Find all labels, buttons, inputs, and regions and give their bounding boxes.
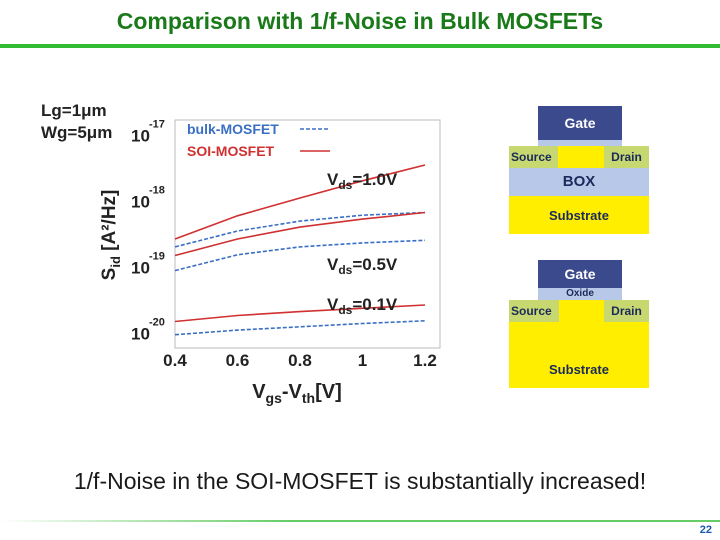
- x-axis-ticks: 0.4 0.6 0.8 1 1.2: [163, 351, 437, 370]
- bulk-line-vds-0-1: [174, 320, 426, 336]
- soi-line-vds-1-0: [174, 164, 426, 240]
- annotation-vds-3: Vds=0.1V: [327, 295, 398, 317]
- soi-gate: Gate: [538, 106, 622, 140]
- y-axis-label: Sid [A²/Hz]: [99, 190, 123, 281]
- soi-line-vds-0-5: [174, 211, 426, 257]
- bulk-line-vds-0-5: [174, 239, 426, 272]
- noise-chart: Lg=1μm Wg=5μm bulk-MOSFET SOI-MOSFET Vds=…: [41, 101, 441, 406]
- y-tick-exp-neg17: -17: [149, 118, 165, 130]
- soi-channel: [558, 146, 604, 168]
- y-tick-exp-neg19: -19: [149, 250, 165, 262]
- y-tick-neg20: 10: [131, 324, 150, 343]
- x-tick-0-8: 0.8: [288, 351, 312, 370]
- soi-substrate: Substrate: [509, 196, 649, 234]
- bulk-gate: Gate: [538, 260, 622, 288]
- bulk-drain: Drain: [604, 300, 649, 322]
- soi-gate-oxide: [538, 140, 622, 146]
- bulk-line-vds-1-0: [174, 211, 426, 248]
- plot-frame: [174, 119, 441, 349]
- title-rule: [0, 44, 720, 48]
- legend: bulk-MOSFET SOI-MOSFET: [187, 121, 330, 159]
- y-tick-exp-neg20: -20: [149, 316, 165, 328]
- x-tick-1: 1: [358, 351, 367, 370]
- soi-box-layer: BOX: [509, 168, 649, 196]
- annotation-vds-2: Vds=0.5V: [327, 255, 398, 277]
- y-tick-neg17: 10: [131, 126, 150, 145]
- param-lg: Lg=1μm: [41, 101, 107, 120]
- footer-rule: [0, 520, 720, 522]
- bulk-source: Source: [509, 300, 559, 322]
- plot-lines: [174, 164, 426, 336]
- bulk-oxide: Oxide: [538, 288, 622, 300]
- y-tick-neg19: 10: [131, 258, 150, 277]
- page-number: 22: [699, 524, 712, 536]
- x-axis-label: Vgs-Vth[V]: [252, 381, 342, 406]
- annotations: Vds=1.0V Vds=0.5V Vds=0.1V: [327, 170, 398, 317]
- x-tick-0-6: 0.6: [226, 351, 250, 370]
- soi-line-vds-0-1: [174, 304, 426, 323]
- device-params: Lg=1μm Wg=5μm: [41, 101, 112, 142]
- y-tick-neg18: 10: [131, 192, 150, 211]
- conclusion-text: 1/f-Noise in the SOI-MOSFET is substanti…: [73, 468, 647, 494]
- annotation-vds-1: Vds=1.0V: [327, 170, 398, 192]
- soi-drain: Drain: [604, 146, 649, 168]
- x-tick-1-2: 1.2: [413, 351, 437, 370]
- legend-label-soi: SOI-MOSFET: [187, 143, 275, 159]
- soi-source: Source: [509, 146, 558, 168]
- legend-label-bulk: bulk-MOSFET: [187, 121, 279, 137]
- param-wg: Wg=5μm: [41, 123, 112, 142]
- x-tick-0-4: 0.4: [163, 351, 187, 370]
- y-tick-exp-neg18: -18: [149, 184, 165, 196]
- slide-title: Comparison with 1/f-Noise in Bulk MOSFET…: [116, 8, 604, 34]
